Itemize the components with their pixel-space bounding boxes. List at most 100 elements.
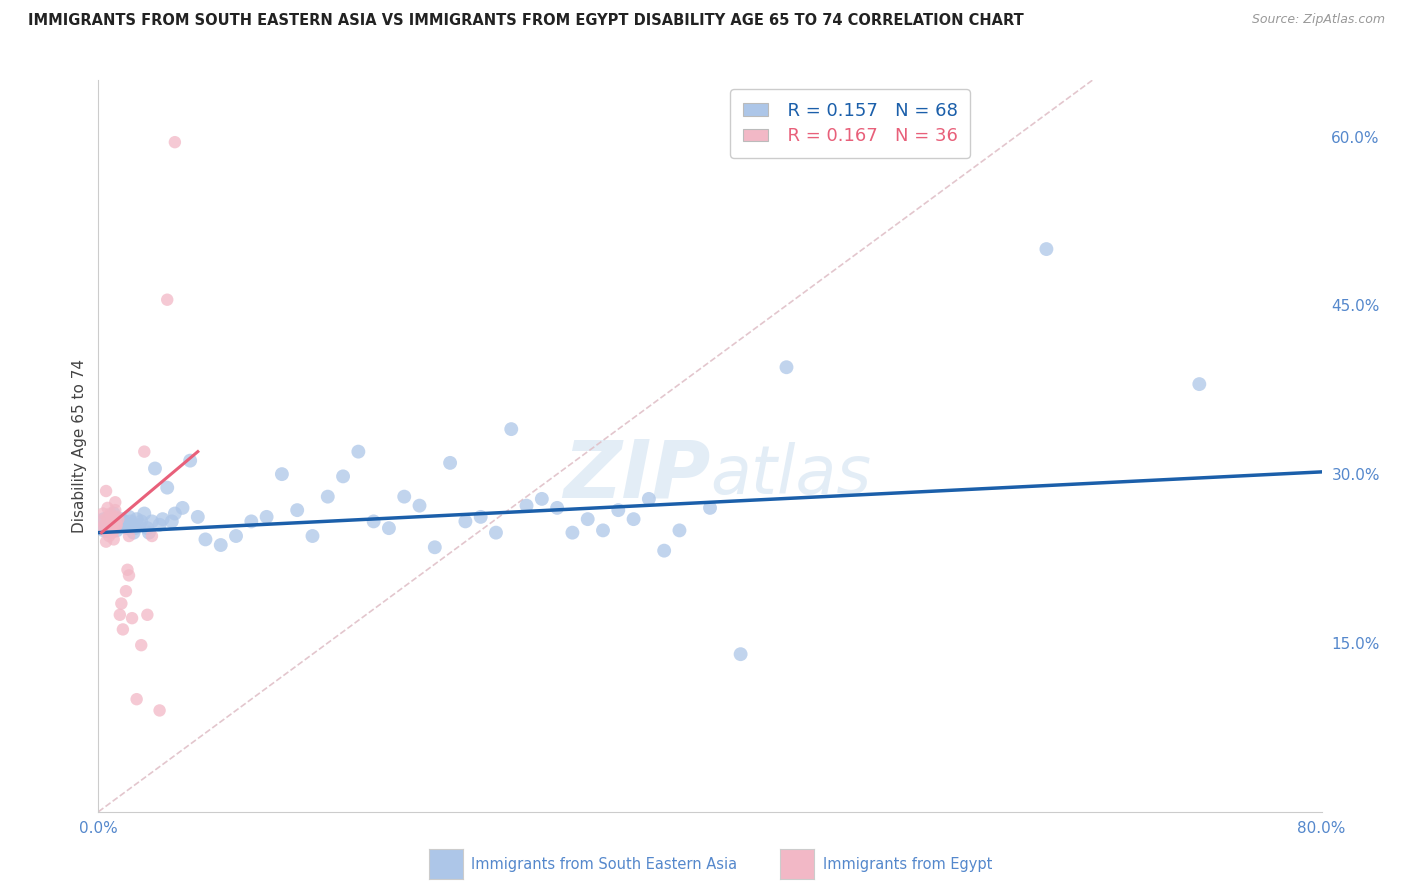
Point	[194, 533, 217, 547]
Point	[256, 509, 278, 524]
Point	[107, 512, 129, 526]
Point	[209, 538, 232, 552]
Point	[439, 456, 461, 470]
Point	[134, 444, 156, 458]
Point	[501, 422, 523, 436]
Point	[561, 525, 583, 540]
Point	[163, 507, 186, 521]
Point	[179, 453, 201, 467]
Point	[225, 529, 247, 543]
Point	[270, 467, 292, 482]
Point	[104, 495, 127, 509]
Point	[103, 515, 125, 529]
Point	[112, 515, 135, 529]
Point	[454, 515, 477, 529]
Point	[93, 517, 115, 532]
Y-axis label: Disability Age 65 to 74: Disability Age 65 to 74	[72, 359, 87, 533]
Text: IMMIGRANTS FROM SOUTH EASTERN ASIA VS IMMIGRANTS FROM EGYPT DISABILITY AGE 65 TO: IMMIGRANTS FROM SOUTH EASTERN ASIA VS IM…	[28, 13, 1024, 29]
Point	[332, 469, 354, 483]
Point	[117, 521, 139, 535]
Point	[100, 512, 122, 526]
Point	[129, 638, 152, 652]
Point	[576, 512, 599, 526]
Point	[138, 525, 160, 540]
Point	[110, 512, 132, 526]
Point	[136, 607, 159, 622]
Point	[103, 524, 125, 538]
Point	[470, 509, 492, 524]
Point	[516, 499, 538, 513]
Point	[285, 503, 308, 517]
Point	[94, 517, 117, 532]
Point	[111, 623, 134, 637]
Point	[121, 517, 143, 532]
Point	[172, 500, 194, 515]
Point	[129, 515, 152, 529]
Point	[118, 509, 141, 524]
Point	[108, 607, 131, 622]
Point	[125, 512, 148, 526]
Point	[120, 515, 142, 529]
Point	[94, 534, 117, 549]
Point	[485, 525, 508, 540]
Point	[423, 541, 446, 555]
Point	[240, 515, 263, 529]
Text: Immigrants from Egypt: Immigrants from Egypt	[823, 857, 991, 871]
Point	[668, 524, 690, 538]
Point	[143, 461, 166, 475]
Point	[316, 490, 339, 504]
Point	[607, 503, 630, 517]
Point	[1035, 242, 1057, 256]
Point	[392, 490, 416, 504]
Point	[101, 512, 124, 526]
Point	[98, 529, 121, 543]
Point	[156, 481, 179, 495]
Point	[111, 517, 134, 532]
Point	[156, 293, 179, 307]
Point	[160, 515, 183, 529]
Point	[152, 512, 174, 526]
Point	[122, 525, 145, 540]
Point	[94, 483, 117, 498]
Point	[408, 499, 430, 513]
Point	[163, 135, 186, 149]
Point	[775, 360, 797, 375]
Point	[118, 529, 141, 543]
Point	[623, 512, 645, 526]
Point	[105, 517, 128, 532]
Legend:   R = 0.157   N = 68,   R = 0.167   N = 36: R = 0.157 N = 68, R = 0.167 N = 36	[731, 89, 970, 158]
Point	[105, 524, 128, 538]
Point	[530, 491, 553, 506]
Point	[347, 444, 370, 458]
Point	[98, 517, 121, 532]
Point	[117, 563, 139, 577]
Point	[101, 525, 124, 540]
Point	[97, 500, 120, 515]
Point	[699, 500, 721, 515]
Point	[134, 507, 156, 521]
Point	[105, 509, 128, 524]
Point	[121, 611, 143, 625]
Point	[141, 515, 163, 529]
Point	[301, 529, 323, 543]
Point	[110, 597, 132, 611]
Point	[1188, 377, 1211, 392]
Point	[100, 524, 122, 538]
Point	[104, 503, 127, 517]
Point	[115, 584, 138, 599]
Point	[149, 703, 172, 717]
Point	[124, 521, 146, 535]
Point	[378, 521, 401, 535]
Point	[652, 543, 675, 558]
Point	[187, 509, 209, 524]
Text: atlas: atlas	[710, 442, 872, 508]
Point	[107, 517, 129, 532]
Point	[730, 647, 752, 661]
Point	[91, 507, 114, 521]
Point	[103, 507, 125, 521]
Point	[103, 533, 125, 547]
Point	[141, 529, 163, 543]
Text: Source: ZipAtlas.com: Source: ZipAtlas.com	[1251, 13, 1385, 27]
Point	[136, 521, 159, 535]
Point	[592, 524, 614, 538]
